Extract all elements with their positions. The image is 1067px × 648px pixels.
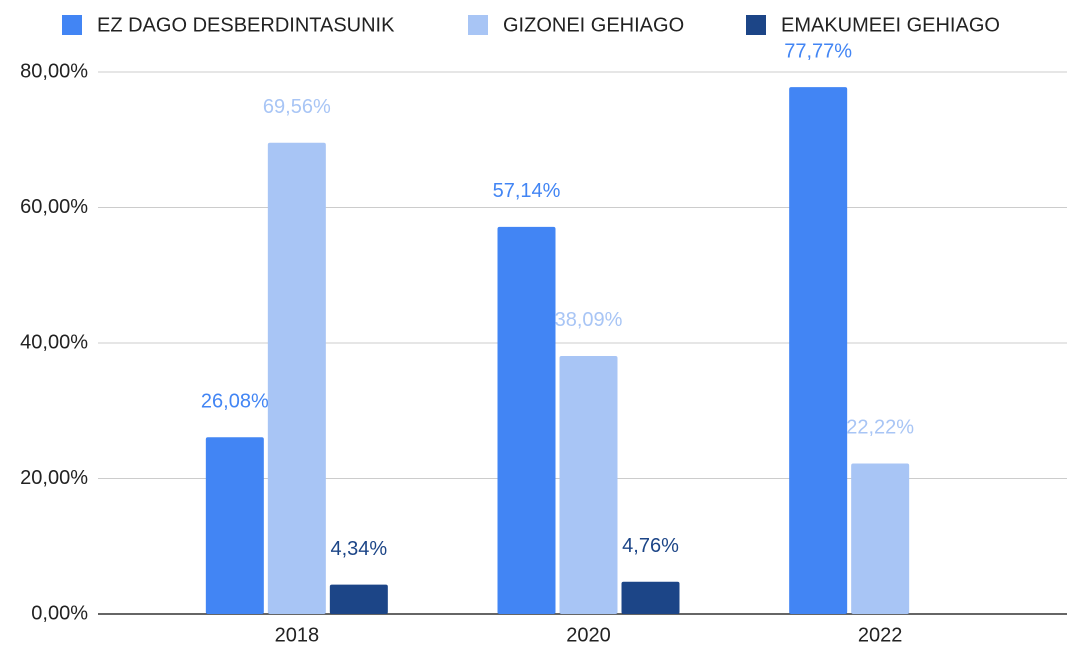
bar	[329, 584, 388, 614]
value-label: 38,09%	[555, 309, 623, 331]
x-tick-label: 2022	[858, 624, 903, 646]
value-label: 57,14%	[493, 180, 561, 202]
value-label: 69,56%	[263, 96, 331, 118]
value-label: 4,34%	[330, 538, 387, 560]
legend-label: EMAKUMEEI GEHIAGO	[781, 14, 1000, 36]
y-tick-label: 20,00%	[20, 467, 88, 489]
legend-swatch	[746, 15, 766, 35]
legend-swatch	[468, 15, 488, 35]
x-tick-label: 2018	[275, 624, 320, 646]
bar	[497, 226, 556, 614]
value-label: 4,76%	[622, 535, 679, 557]
bar	[205, 437, 264, 614]
value-label: 22,22%	[846, 417, 914, 439]
y-tick-label: 80,00%	[20, 60, 88, 82]
bar	[789, 87, 848, 614]
y-tick-label: 60,00%	[20, 196, 88, 218]
value-label: 77,77%	[784, 40, 852, 62]
bar	[621, 581, 680, 614]
value-label: 26,08%	[201, 391, 269, 413]
bar	[559, 355, 618, 614]
bar	[267, 142, 326, 614]
bar	[851, 463, 910, 614]
legend-label: EZ DAGO DESBERDINTASUNIK	[97, 14, 395, 36]
legend-label: GIZONEI GEHIAGO	[503, 14, 684, 36]
legend-swatch	[62, 15, 82, 35]
x-tick-label: 2020	[566, 624, 611, 646]
y-tick-label: 0,00%	[31, 602, 88, 624]
y-tick-label: 40,00%	[20, 331, 88, 353]
